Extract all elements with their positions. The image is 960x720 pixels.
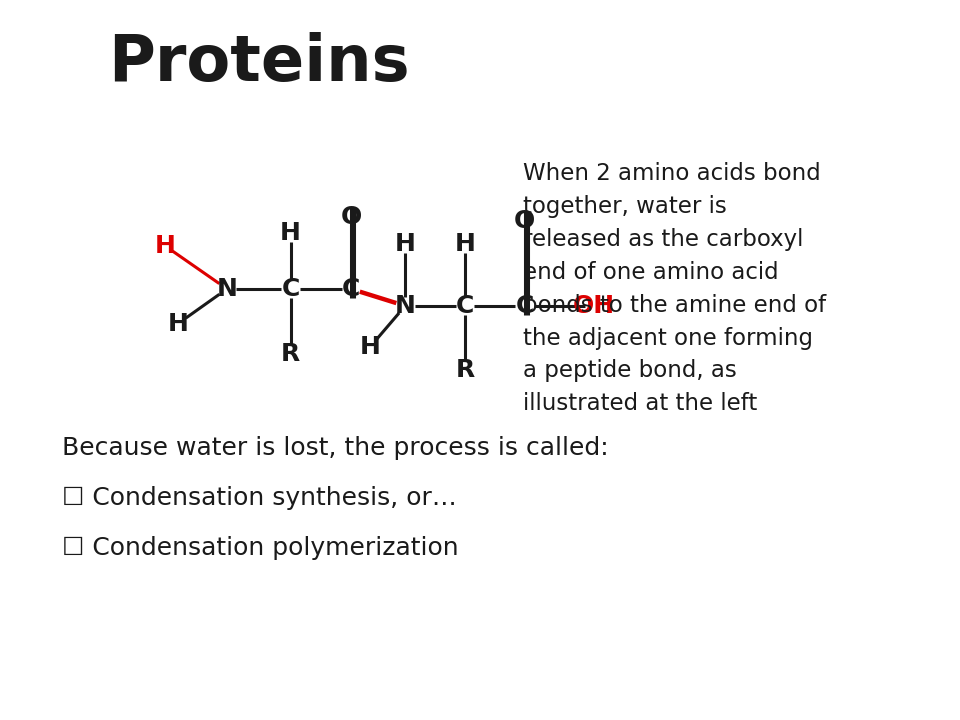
Text: N: N: [395, 294, 416, 318]
Text: Because water is lost, the process is called:: Because water is lost, the process is ca…: [62, 436, 609, 459]
Text: H: H: [395, 233, 416, 256]
Text: C: C: [456, 294, 474, 318]
Text: O: O: [341, 205, 362, 229]
Text: C: C: [281, 277, 300, 301]
Text: R: R: [281, 342, 300, 366]
Text: OH: OH: [573, 294, 615, 318]
Text: R: R: [455, 358, 474, 382]
Text: Proteins: Proteins: [108, 32, 410, 94]
Text: ☐ Condensation polymerization: ☐ Condensation polymerization: [62, 536, 459, 560]
Text: C: C: [342, 277, 360, 301]
Text: H: H: [360, 335, 381, 359]
Text: O: O: [514, 209, 535, 233]
Text: H: H: [168, 312, 188, 336]
Text: ☐ Condensation synthesis, or…: ☐ Condensation synthesis, or…: [62, 486, 457, 510]
Text: H: H: [280, 221, 300, 245]
Text: H: H: [155, 234, 176, 258]
Text: N: N: [217, 277, 237, 301]
Text: C: C: [516, 294, 534, 318]
Text: When 2 amino acids bond
together, water is
released as the carboxyl
end of one a: When 2 amino acids bond together, water …: [523, 162, 827, 415]
Text: H: H: [454, 233, 475, 256]
